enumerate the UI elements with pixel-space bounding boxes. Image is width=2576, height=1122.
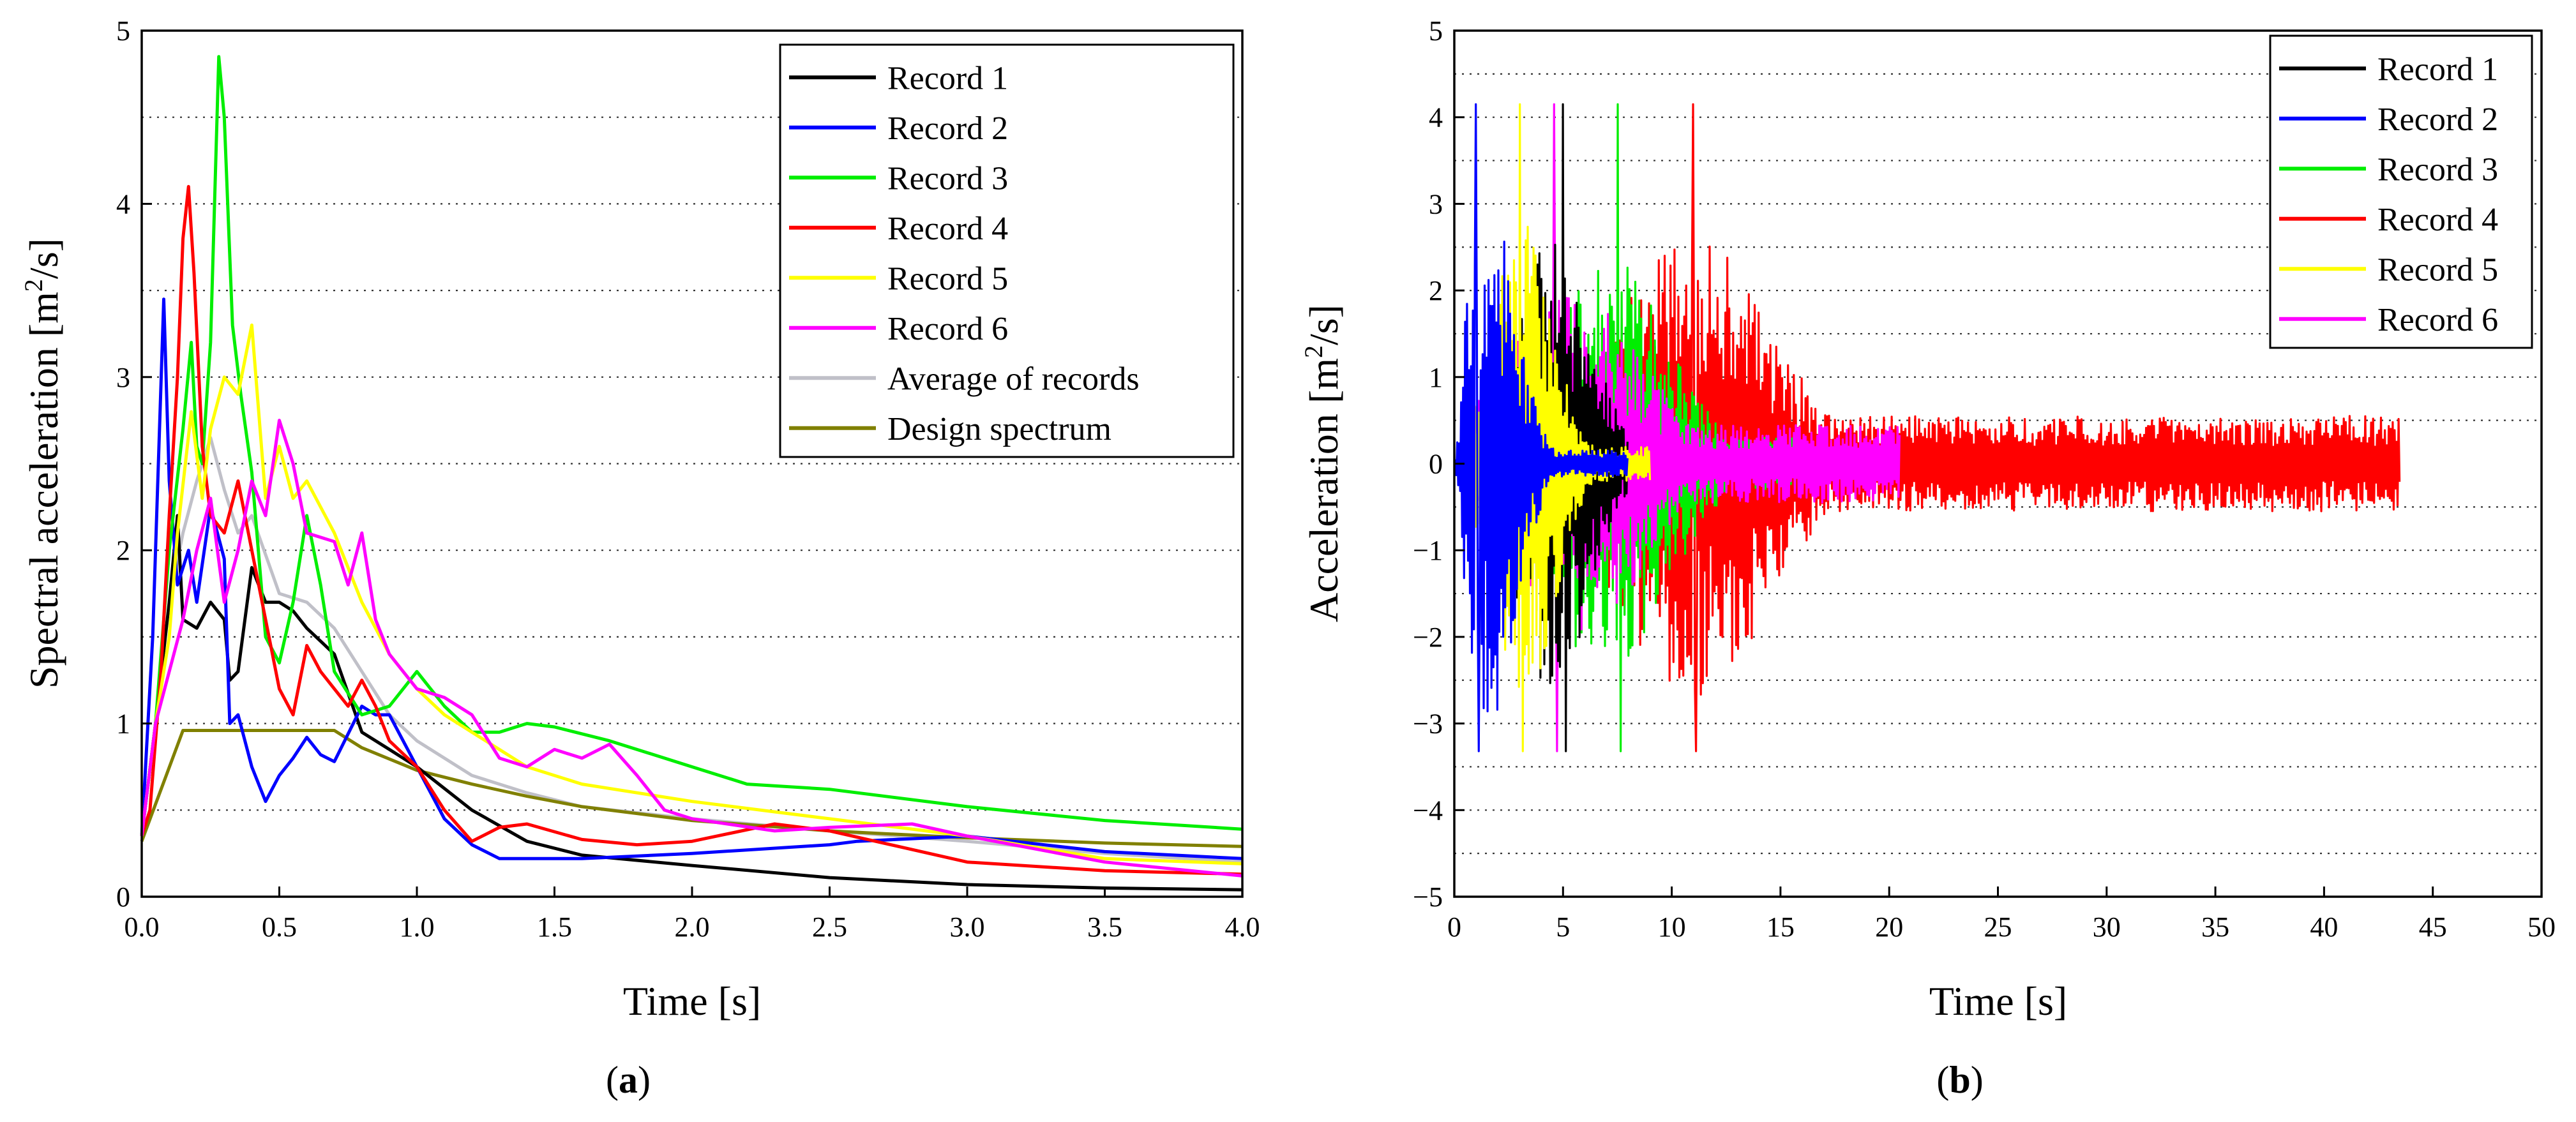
a-xtick-label: 0.5 (262, 911, 297, 943)
chart-a-caption: (a) (606, 1059, 651, 1101)
a-xtick-label: 3.0 (950, 911, 985, 943)
a-series-record-5 (140, 323, 1243, 865)
a-series-record-1 (140, 514, 1243, 892)
a-ytick-label: 1 (116, 708, 130, 740)
a-xtick-label: 0.0 (124, 911, 160, 943)
a-xtick-label: 2.0 (675, 911, 710, 943)
chart-a-yticks: 0 1 2 3 4 5 (116, 15, 152, 913)
a-series-record-3 (140, 55, 1243, 837)
a-legend-label-record-5: Record 5 (887, 260, 1008, 297)
a-ytick-label: 3 (116, 362, 130, 393)
a-legend-label-average-of-records: Average of records (887, 361, 1140, 397)
a-legend-label-record-4: Record 4 (887, 211, 1008, 247)
a-ytick-label: 5 (116, 15, 130, 47)
a-legend-box (779, 43, 1235, 458)
chart-a-plot (140, 55, 1243, 892)
a-series-record-6 (140, 419, 1243, 878)
a-ytick-label: 4 (116, 188, 130, 220)
a-series-record-4 (140, 184, 1243, 876)
a-series-design-spectrum (140, 729, 1243, 848)
chart-a-legend: Record 1 Record 2 Record 3 Record 4 Record 5… (779, 43, 1235, 458)
a-legend-label-record-2: Record 2 (887, 110, 1008, 147)
a-legend-label-record-6: Record 6 (887, 311, 1008, 347)
a-legend-label-record-1: Record 1 (887, 60, 1008, 96)
chart-a-xticks: 0.0 0.5 1.0 1.5 2.0 2.5 3.0 3.5 4.0 (124, 886, 1260, 943)
a-legend-label-design-spectrum: Design spectrum (887, 411, 1111, 447)
a-xtick-label: 1.5 (537, 911, 572, 943)
a-ytick-label: 2 (116, 535, 130, 566)
a-xtick-label: 1.0 (400, 911, 435, 943)
a-series-record-2 (140, 297, 1243, 860)
a-xtick-label: 4.0 (1225, 911, 1260, 943)
a-legend-label-record-3: Record 3 (887, 160, 1008, 197)
a-ytick-label: 0 (116, 881, 130, 913)
chart-a-ylabel-superscript: 2 (19, 279, 48, 292)
a-xtick-label: 3.5 (1087, 911, 1122, 943)
chart-a-ylabel: Spectral acceleration [m2/s] (19, 238, 66, 689)
chart-a-xlabel: Time [s] (623, 978, 761, 1024)
a-xtick-label: 2.5 (812, 911, 847, 943)
